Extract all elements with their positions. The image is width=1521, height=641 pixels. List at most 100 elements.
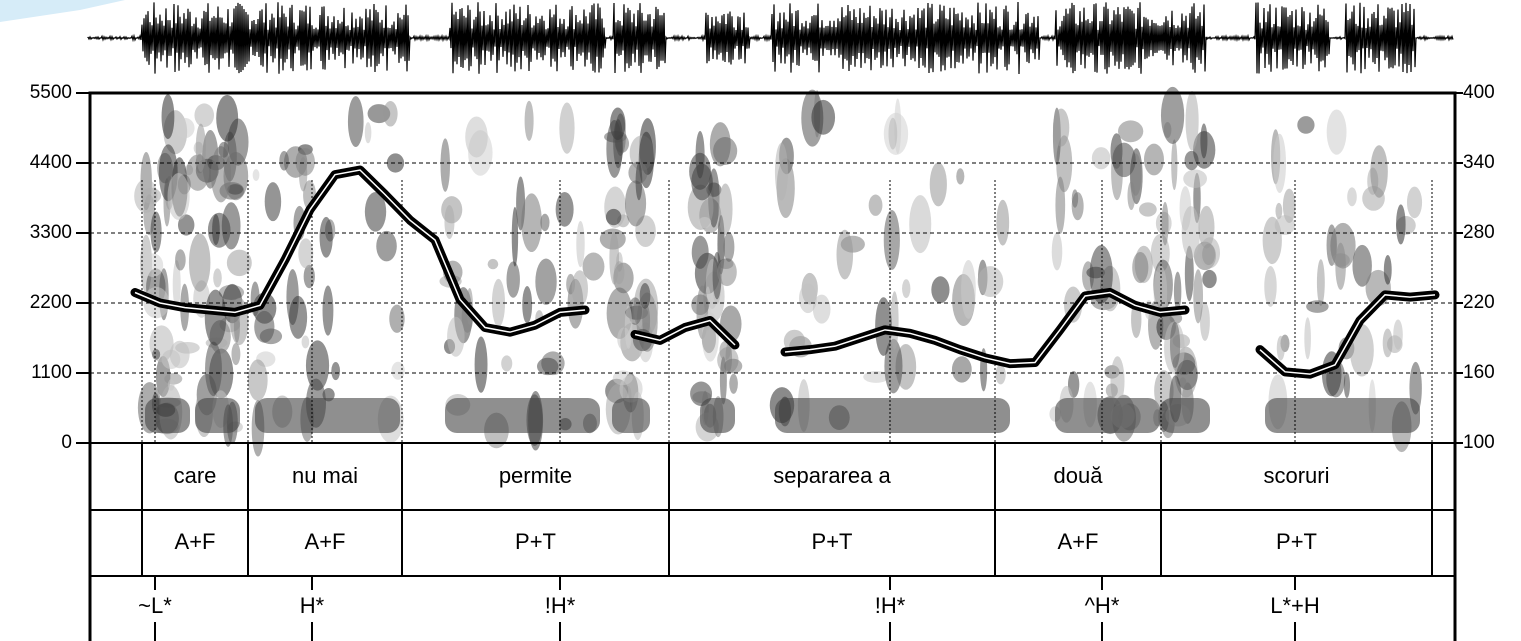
- spectrogram-blob: [555, 191, 574, 227]
- y-tick-label: 4400: [30, 152, 72, 173]
- spectrogram-blob: [1052, 108, 1070, 147]
- spectrogram-blob: [724, 358, 743, 374]
- tone-label: !H*: [545, 593, 576, 618]
- spectrogram-blob: [501, 355, 513, 372]
- spectrogram-blob: [167, 173, 190, 221]
- spectrogram-blob: [175, 117, 195, 139]
- spectrogram-blob: [1282, 188, 1296, 224]
- word-label: nu mai: [292, 463, 358, 488]
- spectrogram-blob: [1160, 86, 1185, 144]
- spectrogram-blob: [719, 340, 731, 361]
- spectrogram-blob: [1200, 302, 1210, 342]
- spectrogram-blob: [389, 304, 405, 333]
- spectrogram-blob: [188, 233, 211, 292]
- spectrogram-blob: [194, 103, 215, 128]
- spectrogram-blob: [625, 180, 647, 227]
- word-label: permite: [499, 463, 572, 488]
- spectrogram-blob: [487, 258, 499, 270]
- accent-label: P+T: [812, 529, 853, 554]
- spectrogram-blob: [1352, 244, 1372, 287]
- spectrogram-blob: [1143, 143, 1164, 176]
- word-label: scoruri: [1263, 463, 1329, 488]
- y2-tick-label: 160: [1463, 362, 1495, 383]
- spectrogram-blob: [1181, 206, 1201, 259]
- spectrogram-blob: [221, 202, 241, 250]
- spectrogram-blob: [1275, 202, 1283, 220]
- spectrogram-blob: [931, 276, 950, 304]
- spectrogram-blob: [522, 286, 533, 324]
- spectrogram-blob: [210, 146, 232, 203]
- spectrogram-blob: [1335, 242, 1346, 290]
- y-tick-label: 5500: [30, 82, 72, 103]
- spectrogram-blob: [376, 230, 397, 262]
- y2-tick-label: 220: [1463, 292, 1495, 313]
- spectrogram-blob: [447, 316, 465, 357]
- spectrogram-blob: [506, 261, 520, 298]
- y2-tick-label: 340: [1463, 152, 1495, 173]
- spectrogram-blob: [213, 268, 222, 288]
- spectrogram-blob: [167, 379, 175, 391]
- spectrogram-blob: [576, 220, 585, 268]
- spectrogram-blob: [1370, 145, 1388, 198]
- spectrogram-blob: [1117, 120, 1144, 143]
- spectrogram-blob: [289, 295, 308, 339]
- pitch-contour-core: [134, 169, 1436, 375]
- spectrogram-blob: [218, 141, 229, 158]
- spectrogram-blob: [995, 364, 1006, 385]
- spectrogram-blob: [205, 341, 222, 397]
- accent-label: P+T: [1276, 529, 1317, 554]
- word-label: care: [174, 463, 217, 488]
- spectrogram-blob: [836, 229, 854, 280]
- spectrogram-blob: [134, 178, 158, 213]
- spectrogram-blob: [1055, 176, 1066, 234]
- spectrogram-blob: [391, 361, 405, 380]
- spectrogram-formant: [1055, 398, 1160, 433]
- spectrogram-formant: [145, 398, 190, 433]
- spectrogram-blob: [977, 266, 1004, 298]
- spectrogram-blob: [951, 356, 972, 383]
- spectrogram-blob: [798, 283, 817, 314]
- spectrogram-blob: [142, 253, 164, 278]
- tone-label: ~L*: [138, 593, 172, 618]
- spectrogram-blob: [635, 162, 643, 201]
- y-tick-label: 1100: [31, 362, 72, 383]
- spectrogram-blob: [691, 163, 713, 201]
- spectrogram-blob: [1393, 319, 1403, 350]
- y2-tick-label: 400: [1463, 82, 1495, 103]
- spectrogram-blob: [718, 183, 733, 235]
- spectrogram-blob: [929, 162, 947, 207]
- spectrogram-blob: [1396, 204, 1406, 245]
- spectrogram-formant: [195, 398, 240, 433]
- spectrogram-blob: [863, 371, 889, 383]
- spectrogram-blob: [298, 238, 314, 269]
- spectrogram-blob: [606, 119, 623, 178]
- spectrogram-blob: [1132, 251, 1149, 284]
- spectrogram-blob: [883, 112, 909, 156]
- spectrogram-blob: [1304, 317, 1311, 360]
- spectrogram-blob: [868, 194, 883, 216]
- accent-label: A+F: [1058, 529, 1099, 554]
- spectrogram-blob: [1349, 324, 1374, 377]
- spectrogram-formant: [1265, 398, 1420, 433]
- spectrogram-blob: [1091, 147, 1111, 170]
- spectrogram-blob: [1185, 91, 1199, 151]
- spectrogram-blob: [639, 282, 651, 309]
- spectrogram-blob: [195, 123, 206, 173]
- spectrogram-blob: [536, 357, 559, 376]
- spectrogram-blob: [247, 359, 268, 401]
- spectrogram-blob: [524, 100, 534, 141]
- spectrogram-blob: [1264, 266, 1277, 307]
- spectrogram-blob: [571, 270, 588, 307]
- spectrogram-blob: [1112, 142, 1136, 178]
- spectrogram-blob: [717, 258, 737, 287]
- spectrogram-blob: [691, 235, 709, 269]
- spectrogram-blob: [884, 338, 903, 394]
- waveform-trace: [87, 2, 1454, 74]
- spectrogram-blob: [1169, 321, 1181, 369]
- tone-label: L*+H: [1270, 593, 1320, 618]
- spectrogram-blob: [440, 138, 451, 192]
- spectrogram-blob: [511, 206, 519, 267]
- spectrogram-blob: [444, 205, 455, 240]
- spectrogram-blob: [254, 310, 275, 343]
- spectrogram-blob: [295, 148, 315, 176]
